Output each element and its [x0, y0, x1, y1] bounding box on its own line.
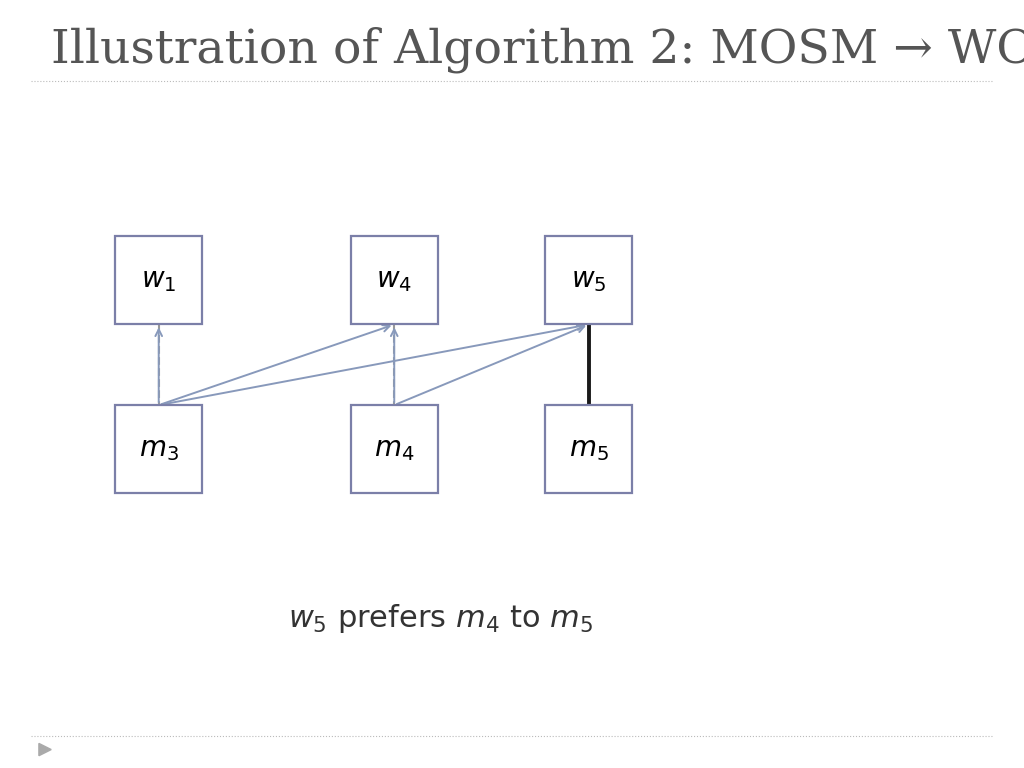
- Text: $w_4$: $w_4$: [376, 266, 413, 294]
- FancyBboxPatch shape: [350, 237, 438, 325]
- FancyBboxPatch shape: [545, 406, 632, 494]
- Text: $w_5$: $w_5$: [571, 266, 606, 294]
- FancyBboxPatch shape: [115, 237, 203, 325]
- FancyBboxPatch shape: [545, 237, 632, 325]
- Text: Illustration of Algorithm 2: MOSM → WOSM: Illustration of Algorithm 2: MOSM → WOSM: [51, 27, 1024, 74]
- FancyBboxPatch shape: [115, 406, 203, 494]
- Polygon shape: [39, 743, 51, 756]
- Text: $w_1$: $w_1$: [141, 266, 176, 294]
- Text: $m_5$: $m_5$: [569, 435, 608, 463]
- Text: $m_3$: $m_3$: [139, 435, 178, 463]
- FancyBboxPatch shape: [350, 406, 438, 494]
- Text: $m_4$: $m_4$: [374, 435, 415, 463]
- Text: $w_5$ prefers $m_4$ to $m_5$: $w_5$ prefers $m_4$ to $m_5$: [288, 602, 593, 634]
